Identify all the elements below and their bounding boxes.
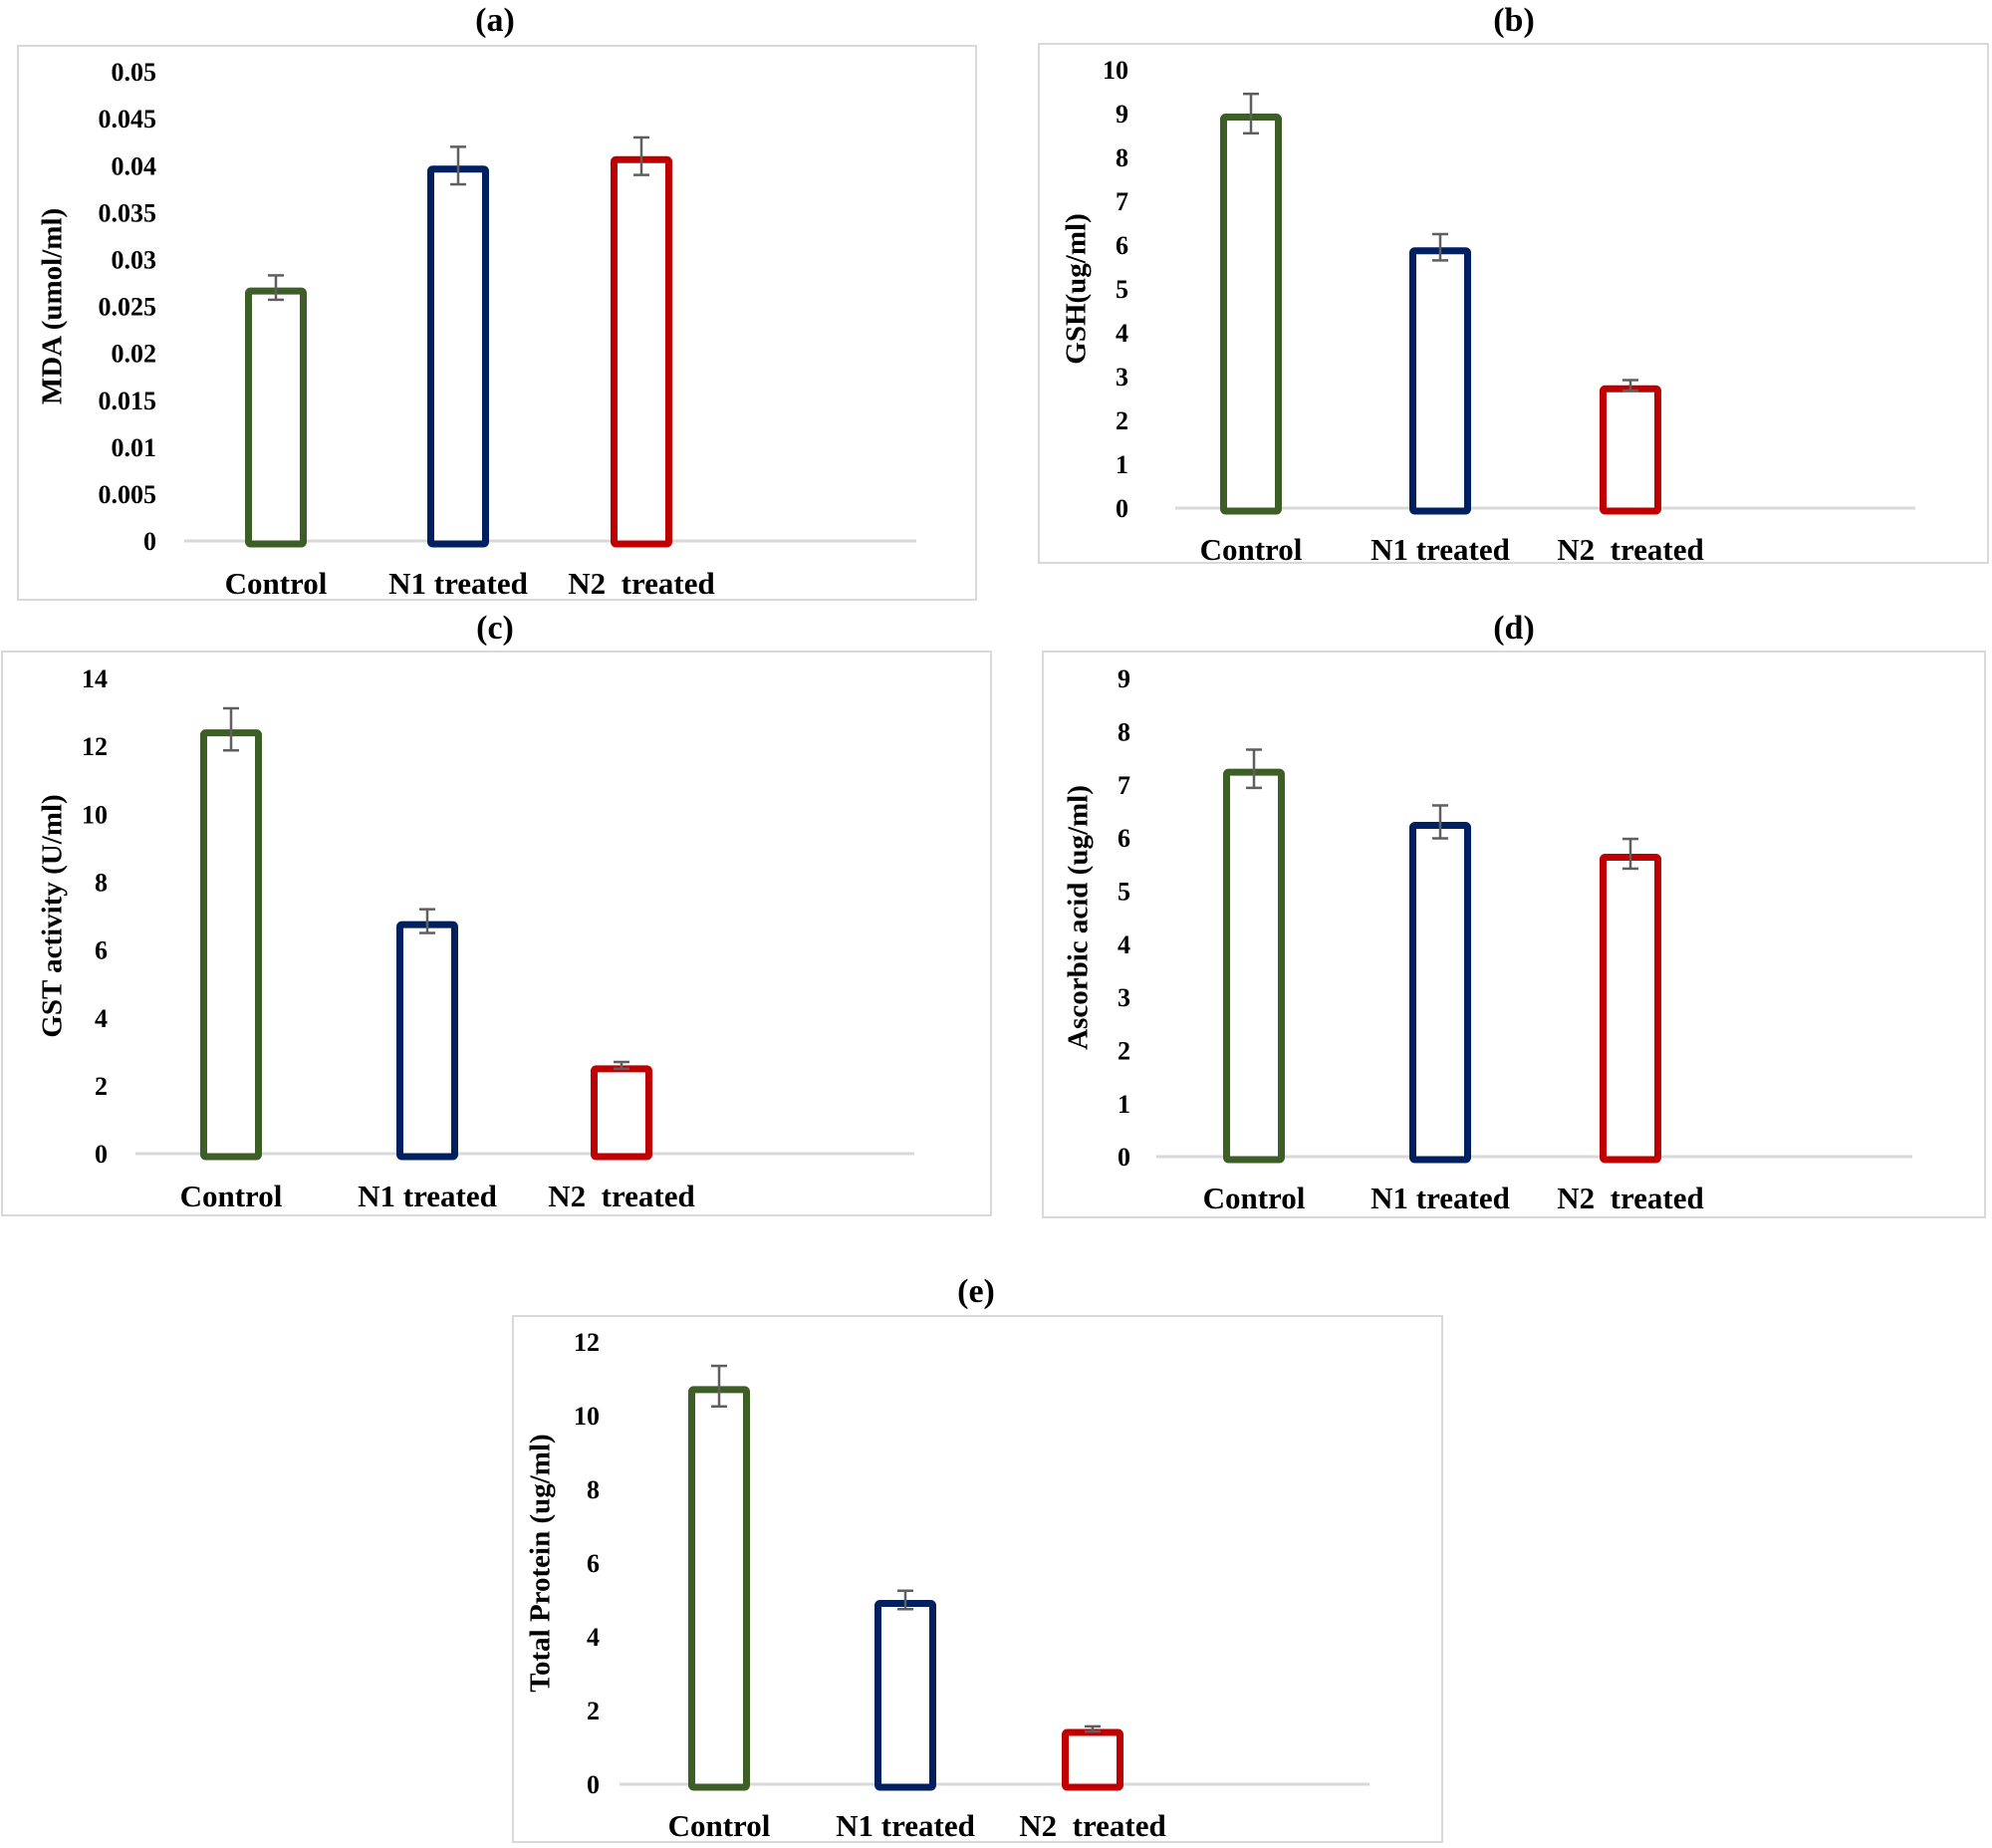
y-tick-label: 2	[1116, 406, 1128, 435]
x-category-label: N1 treated	[836, 1808, 975, 1843]
y-tick-label: 0.04	[112, 151, 157, 180]
y-tick-label: 0.02	[112, 340, 157, 369]
y-tick-label: 0	[587, 1770, 600, 1799]
x-category-label: Control	[1200, 532, 1303, 567]
bar-n2	[1600, 385, 1661, 515]
bar-control	[688, 1386, 750, 1791]
y-tick-label: 0.035	[99, 198, 157, 227]
y-tick-label: 0.005	[99, 480, 157, 509]
panel-title-d: (d)	[1493, 610, 1535, 647]
y-tick-label: 2	[95, 1072, 108, 1101]
y-axis-title: GST activity (U/ml)	[37, 794, 69, 1037]
y-tick-label: 14	[82, 664, 108, 693]
y-tick-label: 0	[1116, 494, 1128, 523]
y-tick-label: 10	[1103, 56, 1128, 85]
y-tick-label: 7	[1118, 771, 1130, 800]
y-tick-label: 8	[1116, 143, 1128, 172]
chart-frame-d	[1042, 651, 1986, 1218]
chart-frame-c	[1, 651, 992, 1216]
bar-control	[1220, 114, 1282, 515]
y-tick-label: 10	[574, 1402, 600, 1431]
bar-n2	[611, 155, 672, 548]
bar-n1	[396, 921, 458, 1161]
x-category-label: Control	[1203, 1181, 1306, 1215]
y-tick-label: 4	[1116, 319, 1128, 348]
y-tick-label: 9	[1118, 664, 1130, 693]
chart-frame-b	[1038, 43, 1989, 564]
y-tick-label: 0.025	[99, 293, 157, 322]
panel-title-e: (e)	[957, 1273, 995, 1310]
panel-title-a: (a)	[475, 2, 515, 39]
y-axis-title: GSH(ug/ml)	[1061, 213, 1093, 364]
chart-frame-a	[17, 45, 977, 601]
x-category-label: N1 treated	[1370, 532, 1510, 567]
y-tick-label: 2	[1118, 1036, 1130, 1065]
y-tick-label: 10	[82, 800, 108, 829]
x-category-label: Control	[225, 566, 328, 601]
bar-n2	[591, 1065, 652, 1161]
y-tick-label: 8	[1118, 717, 1130, 746]
y-tick-label: 0.015	[99, 387, 157, 415]
y-tick-label: 0	[143, 527, 156, 556]
y-tick-label: 2	[587, 1697, 600, 1725]
y-tick-label: 5	[1116, 275, 1128, 304]
y-tick-label: 0.03	[112, 246, 157, 275]
x-category-label: N2 treated	[568, 566, 715, 601]
y-tick-label: 4	[587, 1623, 600, 1652]
bar-n1	[1409, 247, 1471, 515]
bar-n2	[1062, 1728, 1123, 1791]
x-category-label: N1 treated	[1370, 1181, 1510, 1215]
x-category-label: N2 treated	[1019, 1808, 1166, 1843]
bar-n1	[874, 1600, 936, 1791]
x-category-label: N1 treated	[388, 566, 528, 601]
bar-control	[245, 287, 307, 548]
x-category-label: N2 treated	[1557, 1181, 1704, 1215]
y-tick-label: 0.05	[112, 58, 157, 87]
panel-title-c: (c)	[476, 610, 514, 647]
bar-n1	[427, 165, 489, 548]
y-tick-label: 4	[1118, 930, 1130, 959]
bar-n1	[1409, 822, 1471, 1164]
y-tick-label: 3	[1116, 363, 1128, 392]
y-tick-label: 8	[587, 1475, 600, 1504]
x-category-label: N2 treated	[548, 1179, 695, 1213]
y-tick-label: 0.045	[99, 105, 157, 133]
y-tick-label: 4	[95, 1004, 108, 1033]
bar-control	[200, 729, 262, 1161]
y-axis-title: Ascorbic acid (ug/ml)	[1063, 785, 1095, 1050]
bar-control	[1223, 768, 1285, 1164]
y-tick-label: 12	[82, 732, 108, 761]
x-category-label: N2 treated	[1557, 532, 1704, 567]
y-tick-label: 6	[95, 936, 108, 965]
y-tick-label: 8	[95, 869, 108, 898]
y-tick-label: 0.01	[112, 433, 157, 462]
y-axis-title: MDA (umol/ml)	[37, 208, 69, 404]
y-tick-label: 1	[1118, 1090, 1130, 1119]
y-tick-label: 12	[574, 1328, 600, 1357]
y-tick-label: 6	[1118, 824, 1130, 853]
y-tick-label: 6	[1116, 231, 1128, 260]
bar-n2	[1600, 854, 1661, 1164]
y-tick-label: 0	[95, 1140, 108, 1169]
x-category-label: Control	[668, 1808, 771, 1843]
x-category-label: Control	[180, 1179, 283, 1213]
y-tick-label: 1	[1116, 450, 1128, 479]
chart-frame-e	[512, 1315, 1443, 1843]
x-category-label: N1 treated	[358, 1179, 497, 1213]
panel-title-b: (b)	[1493, 2, 1535, 39]
y-tick-label: 3	[1118, 983, 1130, 1012]
y-axis-title: Total Protein (ug/ml)	[525, 1434, 557, 1692]
y-tick-label: 9	[1116, 100, 1128, 129]
y-tick-label: 5	[1118, 877, 1130, 906]
y-tick-label: 0	[1118, 1143, 1130, 1172]
y-tick-label: 6	[587, 1549, 600, 1578]
y-tick-label: 7	[1116, 187, 1128, 216]
